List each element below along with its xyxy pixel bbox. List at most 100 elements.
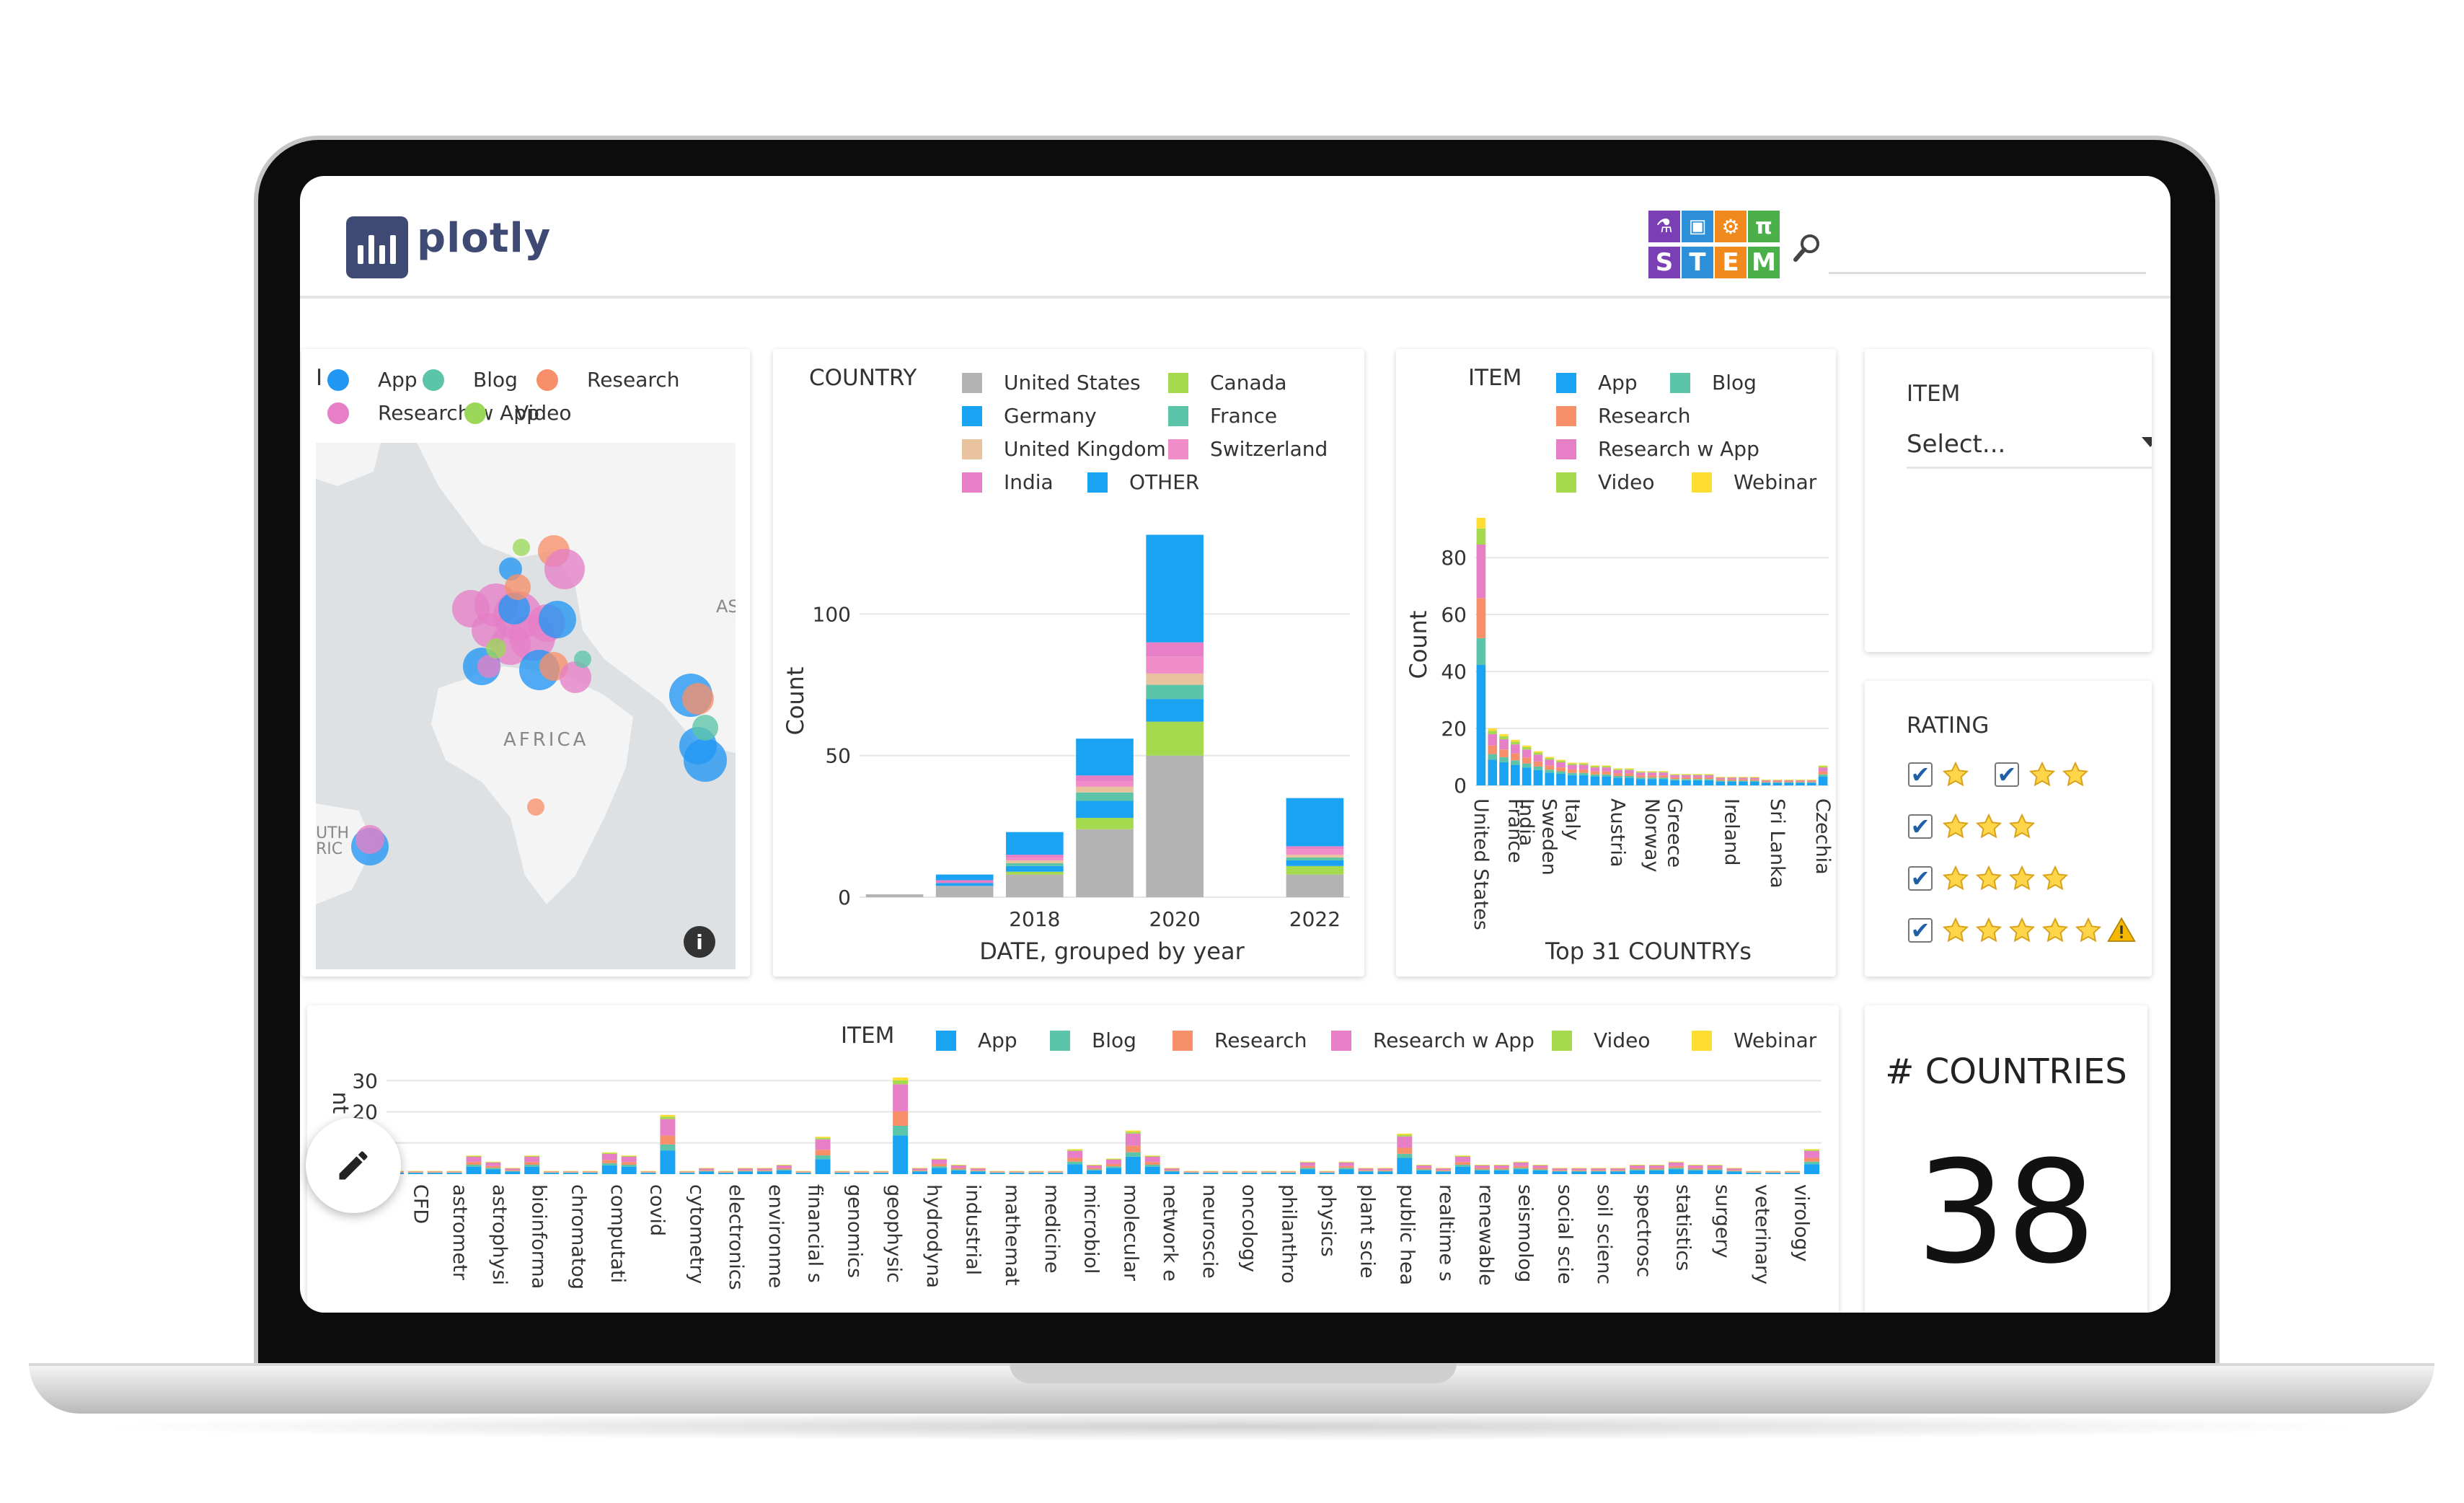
field-bar-segment[interactable] bbox=[1513, 1162, 1529, 1163]
field-bar-segment[interactable] bbox=[1707, 1169, 1723, 1171]
field-bar-segment[interactable] bbox=[854, 1173, 870, 1174]
field-bar-segment[interactable] bbox=[1358, 1171, 1374, 1172]
item-country-bar-segment[interactable] bbox=[1727, 780, 1736, 782]
field-bar-segment[interactable] bbox=[1687, 1169, 1703, 1171]
field-bar-segment[interactable] bbox=[1144, 1155, 1160, 1156]
field-bar-segment[interactable] bbox=[1319, 1172, 1335, 1173]
field-bar-segment[interactable] bbox=[679, 1171, 695, 1172]
item-country-bar-segment[interactable] bbox=[1692, 775, 1703, 777]
field-bar-segment[interactable] bbox=[1455, 1155, 1470, 1157]
field-bar-segment[interactable] bbox=[1668, 1165, 1684, 1168]
field-bar-segment[interactable] bbox=[1610, 1170, 1626, 1171]
field-bar-segment[interactable] bbox=[1746, 1172, 1762, 1173]
field-bar-segment[interactable] bbox=[1552, 1170, 1568, 1171]
item-country-bar-segment[interactable] bbox=[1704, 775, 1714, 777]
field-bar-segment[interactable] bbox=[446, 1171, 462, 1172]
field-bar-segment[interactable] bbox=[1338, 1161, 1354, 1163]
field-bar-segment[interactable] bbox=[834, 1172, 850, 1173]
field-bar-segment[interactable] bbox=[446, 1173, 462, 1174]
field-bar-segment[interactable] bbox=[989, 1171, 1005, 1172]
field-bar-segment[interactable] bbox=[893, 1111, 909, 1126]
field-bar-segment[interactable] bbox=[931, 1159, 947, 1160]
item-country-bar-segment[interactable] bbox=[1602, 771, 1612, 775]
country-bar-segment[interactable] bbox=[1146, 642, 1204, 657]
item-country-bar-segment[interactable] bbox=[1682, 780, 1691, 785]
rating-option-1[interactable]: ✔ bbox=[1908, 760, 1974, 789]
field-bar-segment[interactable] bbox=[601, 1153, 617, 1160]
item-country-bar-segment[interactable] bbox=[1625, 769, 1634, 770]
field-bar-segment[interactable] bbox=[660, 1114, 676, 1117]
item-country-bar-segment[interactable] bbox=[1590, 767, 1600, 772]
item-country-bar-segment[interactable] bbox=[1602, 765, 1612, 767]
field-bar-segment[interactable] bbox=[1144, 1166, 1160, 1174]
item-country-bar-segment[interactable] bbox=[1476, 528, 1486, 545]
field-bar-segment[interactable] bbox=[1668, 1162, 1684, 1163]
country-bar-segment[interactable] bbox=[1076, 818, 1134, 829]
field-bar-segment[interactable] bbox=[679, 1172, 695, 1173]
country-bar-segment[interactable] bbox=[1146, 656, 1204, 674]
item-country-bar-segment[interactable] bbox=[1488, 733, 1498, 746]
world-map[interactable]: AFRICA AS UTH RIC bbox=[316, 443, 736, 969]
field-bar-segment[interactable] bbox=[505, 1168, 521, 1171]
field-bar-segment[interactable] bbox=[640, 1173, 656, 1174]
field-bar-segment[interactable] bbox=[1377, 1171, 1393, 1172]
item-country-bar-segment[interactable] bbox=[1796, 780, 1805, 782]
field-bar-segment[interactable] bbox=[1571, 1168, 1587, 1171]
field-bar-segment[interactable] bbox=[738, 1168, 753, 1171]
map-legend-item[interactable]: Research w App bbox=[327, 401, 539, 425]
country-bar-segment[interactable] bbox=[1146, 721, 1204, 756]
item-country-bar-segment[interactable] bbox=[1545, 759, 1555, 766]
item-country-bar-segment[interactable] bbox=[1533, 770, 1543, 785]
field-bar-segment[interactable] bbox=[1319, 1173, 1335, 1174]
field-bar-segment[interactable] bbox=[1416, 1165, 1432, 1168]
item-country-bar-segment[interactable] bbox=[1511, 741, 1520, 745]
item-country-bar-segment[interactable] bbox=[1578, 762, 1589, 764]
item-country-bar-segment[interactable] bbox=[1647, 777, 1657, 780]
field-bar-segment[interactable] bbox=[621, 1156, 637, 1163]
item-country-bar-segment[interactable] bbox=[1749, 777, 1759, 780]
country-bar-segment[interactable] bbox=[1006, 874, 1064, 897]
map-marker[interactable] bbox=[505, 574, 531, 600]
field-bar-segment[interactable] bbox=[1726, 1171, 1742, 1174]
country-bar-segment[interactable] bbox=[1006, 865, 1064, 872]
field-bar-segment[interactable] bbox=[1105, 1159, 1121, 1164]
item-country-bar-segment[interactable] bbox=[1715, 777, 1726, 778]
rating-option-2[interactable]: ✔ bbox=[1995, 760, 2094, 789]
field-bar-segment[interactable] bbox=[1319, 1171, 1335, 1173]
item-country-bar-segment[interactable] bbox=[1590, 766, 1600, 768]
field-bar-segment[interactable] bbox=[601, 1160, 617, 1163]
field-bar-segment[interactable] bbox=[1493, 1170, 1509, 1174]
field-bar-segment[interactable] bbox=[989, 1173, 1005, 1174]
field-bar-segment[interactable] bbox=[1183, 1171, 1199, 1172]
item-country-bar-segment[interactable] bbox=[1704, 780, 1714, 785]
field-bar-segment[interactable] bbox=[1358, 1171, 1374, 1174]
field-bar-segment[interactable] bbox=[1299, 1169, 1315, 1174]
rating-checkbox[interactable]: ✔ bbox=[1908, 918, 1933, 943]
field-bar-segment[interactable] bbox=[1280, 1173, 1296, 1174]
field-bar-segment[interactable] bbox=[1377, 1170, 1393, 1171]
country-bar-segment[interactable] bbox=[1076, 792, 1134, 801]
map-marker[interactable] bbox=[560, 661, 591, 693]
item-country-bar-segment[interactable] bbox=[1704, 779, 1714, 780]
item-country-bar-segment[interactable] bbox=[1749, 781, 1759, 785]
item-country-bar-segment[interactable] bbox=[1476, 598, 1486, 638]
field-bar-segment[interactable] bbox=[873, 1171, 889, 1172]
item-country-bar-segment[interactable] bbox=[1818, 767, 1828, 772]
item-country-bar-segment[interactable] bbox=[1692, 780, 1703, 785]
item-country-bar-segment[interactable] bbox=[1476, 545, 1486, 599]
field-bar-segment[interactable] bbox=[1610, 1171, 1626, 1172]
rating-option-3[interactable]: ✔ bbox=[1908, 812, 2041, 841]
item-country-bar-segment[interactable] bbox=[1556, 759, 1566, 761]
field-bar-segment[interactable] bbox=[1338, 1168, 1354, 1170]
country-bar-segment[interactable] bbox=[1076, 781, 1134, 787]
map-marker[interactable] bbox=[539, 601, 576, 638]
field-bar-segment[interactable] bbox=[1571, 1170, 1587, 1171]
field-bar-segment[interactable] bbox=[815, 1159, 831, 1174]
field-bar-segment[interactable] bbox=[1183, 1171, 1199, 1173]
field-bar-segment[interactable] bbox=[1242, 1172, 1258, 1173]
field-bar-segment[interactable] bbox=[1455, 1156, 1470, 1163]
item-legend-item[interactable]: Video bbox=[1556, 470, 1654, 494]
country-bar-segment[interactable] bbox=[935, 874, 994, 881]
